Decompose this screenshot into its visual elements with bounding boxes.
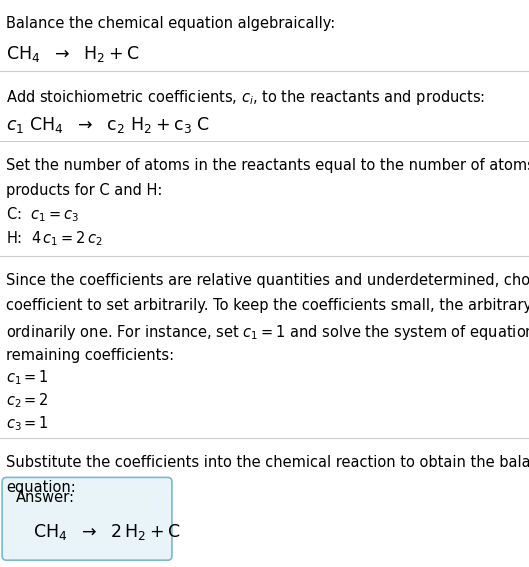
Text: Add stoichiometric coefficients, $c_i$, to the reactants and products:: Add stoichiometric coefficients, $c_i$, … — [6, 88, 486, 107]
Text: coefficient to set arbitrarily. To keep the coefficients small, the arbitrary va: coefficient to set arbitrarily. To keep … — [6, 298, 529, 313]
Text: Answer:: Answer: — [16, 490, 75, 505]
Text: Since the coefficients are relative quantities and underdetermined, choose a: Since the coefficients are relative quan… — [6, 273, 529, 288]
Text: Balance the chemical equation algebraically:: Balance the chemical equation algebraica… — [6, 16, 335, 31]
Text: Set the number of atoms in the reactants equal to the number of atoms in the: Set the number of atoms in the reactants… — [6, 158, 529, 172]
Text: $\rm CH_4\ \ \rightarrow\ \ H_2 + C$: $\rm CH_4\ \ \rightarrow\ \ H_2 + C$ — [6, 44, 140, 64]
Text: $c_2 = 2$: $c_2 = 2$ — [6, 391, 49, 410]
Text: remaining coefficients:: remaining coefficients: — [6, 348, 175, 363]
FancyBboxPatch shape — [2, 477, 172, 560]
Text: equation:: equation: — [6, 480, 76, 494]
Text: Substitute the coefficients into the chemical reaction to obtain the balanced: Substitute the coefficients into the che… — [6, 455, 529, 469]
Text: $c_1 = 1$: $c_1 = 1$ — [6, 369, 49, 387]
Text: C:  $c_1 = c_3$: C: $c_1 = c_3$ — [6, 205, 79, 224]
Text: $\rm CH_4\ \ \rightarrow\ \ 2\,H_2 + C$: $\rm CH_4\ \ \rightarrow\ \ 2\,H_2 + C$ — [33, 522, 180, 541]
Text: $c_3 = 1$: $c_3 = 1$ — [6, 414, 49, 433]
Text: ordinarily one. For instance, set $c_1 = 1$ and solve the system of equations fo: ordinarily one. For instance, set $c_1 =… — [6, 323, 529, 342]
Text: products for C and H:: products for C and H: — [6, 183, 163, 197]
Text: $c_1\ \rm CH_4\ \ \rightarrow\ \ c_2\ H_2 + c_3\ \rm C$: $c_1\ \rm CH_4\ \ \rightarrow\ \ c_2\ H_… — [6, 115, 211, 134]
Text: H:  $4\,c_1 = 2\,c_2$: H: $4\,c_1 = 2\,c_2$ — [6, 229, 103, 248]
